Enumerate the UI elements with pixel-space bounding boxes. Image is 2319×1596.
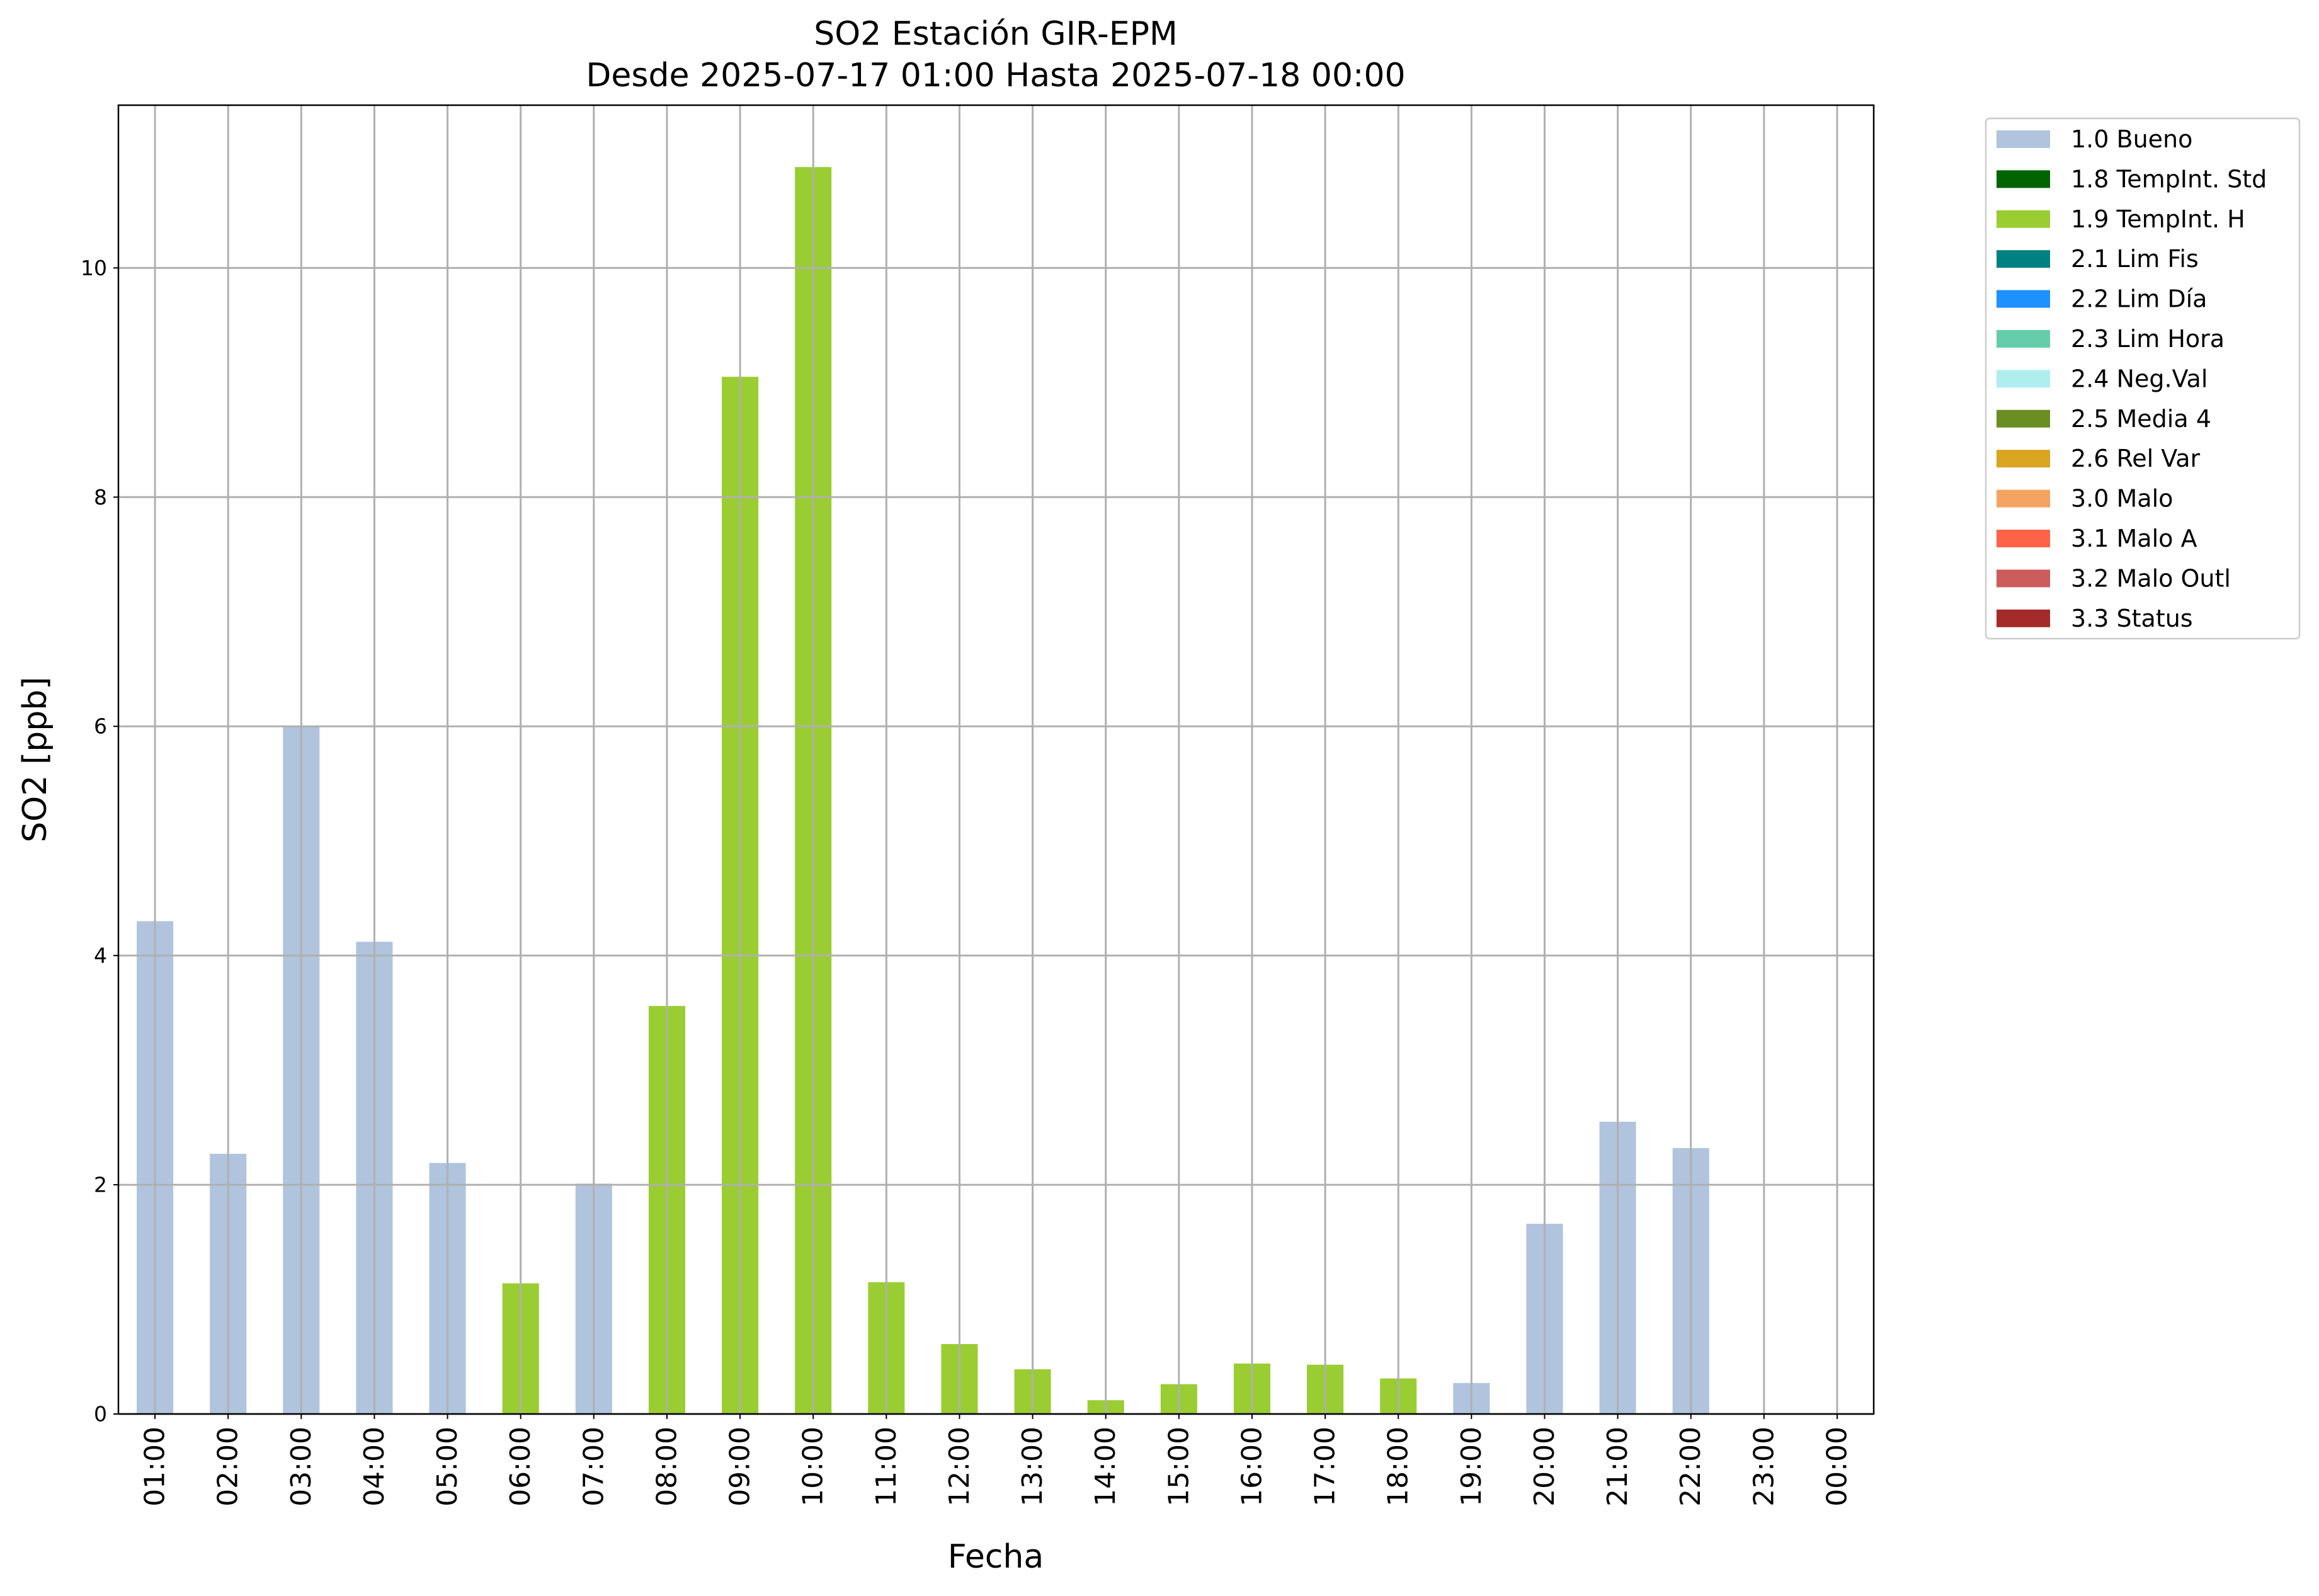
x-tick-label: 22:00: [1675, 1427, 1707, 1507]
y-tick-label: 8: [94, 485, 107, 510]
x-tick-label: 17:00: [1309, 1427, 1342, 1507]
legend-label: 1.9 TempInt. H: [2071, 205, 2245, 233]
y-tick-label: 4: [94, 943, 107, 968]
x-tick-label: 02:00: [212, 1427, 244, 1507]
legend-swatch: [1997, 290, 2050, 308]
chart-subtitle: Desde 2025-07-17 01:00 Hasta 2025-07-18 …: [586, 57, 1405, 94]
x-tick-label: 01:00: [139, 1427, 171, 1507]
x-axis-label: Fecha: [948, 1538, 1044, 1576]
x-tick-label: 04:00: [358, 1427, 390, 1507]
legend-swatch: [1997, 409, 2050, 428]
x-tick-label: 07:00: [578, 1427, 610, 1507]
x-tick-label: 16:00: [1236, 1427, 1268, 1507]
legend-label: 2.1 Lim Fis: [2071, 245, 2199, 273]
legend-label: 3.0 Malo: [2071, 485, 2173, 513]
x-tick-label: 00:00: [1821, 1427, 1853, 1507]
x-tick-label: 14:00: [1090, 1427, 1122, 1507]
x-tick-label: 06:00: [504, 1427, 537, 1507]
y-tick-label: 10: [81, 256, 107, 280]
legend-label: 2.3 Lim Hora: [2071, 325, 2225, 353]
x-tick-label: 15:00: [1163, 1427, 1195, 1507]
y-tick-label: 2: [94, 1173, 107, 1197]
x-tick-label: 23:00: [1748, 1427, 1780, 1507]
x-tick-label: 18:00: [1382, 1427, 1415, 1507]
x-tick-label: 21:00: [1602, 1427, 1634, 1507]
legend-label: 3.1 Malo A: [2071, 525, 2197, 552]
legend-label: 2.6 Rel Var: [2071, 445, 2201, 472]
legend-swatch: [1997, 530, 2050, 547]
legend-label: 1.8 TempInt. Std: [2071, 165, 2267, 193]
y-axis-label: SO2 [ppb]: [16, 676, 54, 842]
legend-label: 2.4 Neg.Val: [2071, 365, 2208, 392]
y-tick-label: 0: [94, 1402, 107, 1427]
legend-label: 3.3 Status: [2071, 605, 2193, 632]
legend-box: [1985, 117, 2301, 640]
x-tick-label: 09:00: [724, 1427, 756, 1507]
legend-label: 2.5 Media 4: [2071, 405, 2211, 433]
legend-swatch: [1997, 210, 2050, 228]
legend-swatch: [1997, 170, 2050, 188]
legend-label: 2.2 Lim Día: [2071, 285, 2207, 313]
x-tick-label: 12:00: [943, 1427, 976, 1507]
legend-swatch: [1997, 250, 2050, 268]
x-tick-label: 10:00: [797, 1427, 829, 1507]
legend-swatch: [1997, 330, 2050, 348]
legend-label: 1.0 Bueno: [2071, 125, 2192, 153]
x-tick-label: 05:00: [431, 1427, 464, 1507]
x-tick-label: 08:00: [651, 1427, 683, 1507]
x-tick-label: 20:00: [1529, 1427, 1561, 1507]
legend-label: 3.2 Malo Outl: [2071, 564, 2231, 592]
legend-swatch: [1997, 569, 2050, 588]
legend-swatch: [1997, 609, 2050, 627]
x-tick-label: 19:00: [1456, 1427, 1488, 1507]
x-tick-label: 03:00: [285, 1427, 317, 1507]
chart-title: SO2 Estación GIR-EPM: [814, 15, 1178, 53]
x-tick-label: 13:00: [1017, 1427, 1049, 1507]
legend-swatch: [1997, 130, 2050, 148]
x-tick-label: 11:00: [870, 1427, 903, 1507]
legend-swatch: [1997, 370, 2050, 388]
y-tick-label: 6: [94, 714, 107, 739]
legend-swatch: [1997, 489, 2050, 508]
legend-swatch: [1997, 450, 2050, 468]
plot-frame: [117, 104, 1875, 1415]
